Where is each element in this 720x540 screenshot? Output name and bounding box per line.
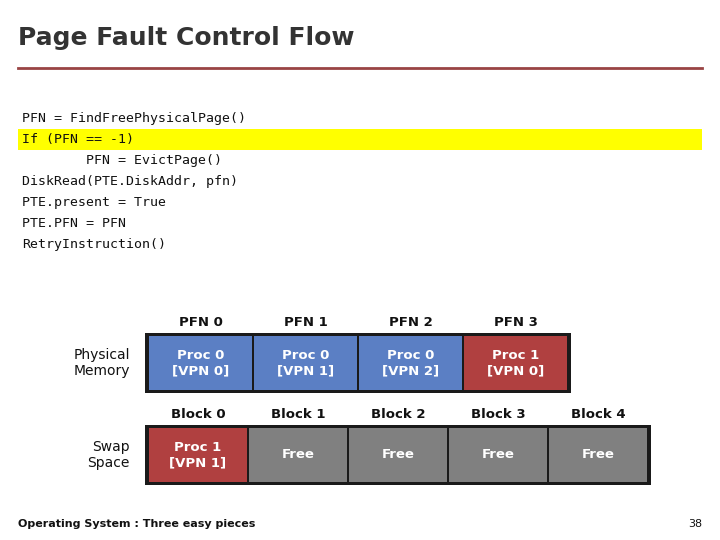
Bar	[349, 428, 447, 482]
Text: PFN = EvictPage(): PFN = EvictPage()	[22, 154, 222, 167]
Text: Swap
Space: Swap Space	[88, 440, 130, 470]
Text: Block 4: Block 4	[571, 408, 625, 421]
Text: PTE.PFN = PFN: PTE.PFN = PFN	[22, 217, 126, 230]
Bar	[249, 428, 347, 482]
Bar	[18, 129, 702, 150]
Text: Operating System : Three easy pieces: Operating System : Three easy pieces	[18, 519, 256, 529]
Bar	[464, 336, 567, 390]
Text: If (PFN == -1): If (PFN == -1)	[22, 133, 134, 146]
Bar	[145, 425, 651, 485]
Bar	[254, 336, 357, 390]
Bar	[359, 336, 462, 390]
Text: PFN 2: PFN 2	[389, 315, 433, 328]
Text: PFN 3: PFN 3	[494, 315, 537, 328]
Text: Block 2: Block 2	[371, 408, 426, 421]
Text: PFN 0: PFN 0	[179, 315, 222, 328]
Text: Free: Free	[282, 449, 315, 462]
Text: Proc 0
[VPN 1]: Proc 0 [VPN 1]	[277, 349, 334, 377]
Text: Block 0: Block 0	[171, 408, 225, 421]
Text: RetryInstruction(): RetryInstruction()	[22, 238, 166, 251]
Text: PFN = FindFreePhysicalPage(): PFN = FindFreePhysicalPage()	[22, 112, 246, 125]
Text: DiskRead(PTE.DiskAddr, pfn): DiskRead(PTE.DiskAddr, pfn)	[22, 175, 238, 188]
Text: PTE.present = True: PTE.present = True	[22, 196, 166, 209]
Text: Physical
Memory: Physical Memory	[73, 348, 130, 378]
Text: Proc 0
[VPN 0]: Proc 0 [VPN 0]	[172, 349, 229, 377]
Text: 38: 38	[688, 519, 702, 529]
Bar	[149, 428, 247, 482]
Bar	[145, 333, 571, 393]
Text: Page Fault Control Flow: Page Fault Control Flow	[18, 26, 354, 50]
Text: PFN 1: PFN 1	[284, 315, 328, 328]
Text: Proc 1
[VPN 1]: Proc 1 [VPN 1]	[169, 441, 227, 469]
Text: Proc 1
[VPN 0]: Proc 1 [VPN 0]	[487, 349, 544, 377]
Bar	[449, 428, 547, 482]
Text: Free: Free	[482, 449, 514, 462]
Bar	[149, 336, 252, 390]
Text: Free: Free	[382, 449, 415, 462]
Text: Block 1: Block 1	[271, 408, 325, 421]
Text: Free: Free	[582, 449, 614, 462]
Bar	[549, 428, 647, 482]
Text: Block 3: Block 3	[471, 408, 526, 421]
Text: Proc 0
[VPN 2]: Proc 0 [VPN 2]	[382, 349, 439, 377]
